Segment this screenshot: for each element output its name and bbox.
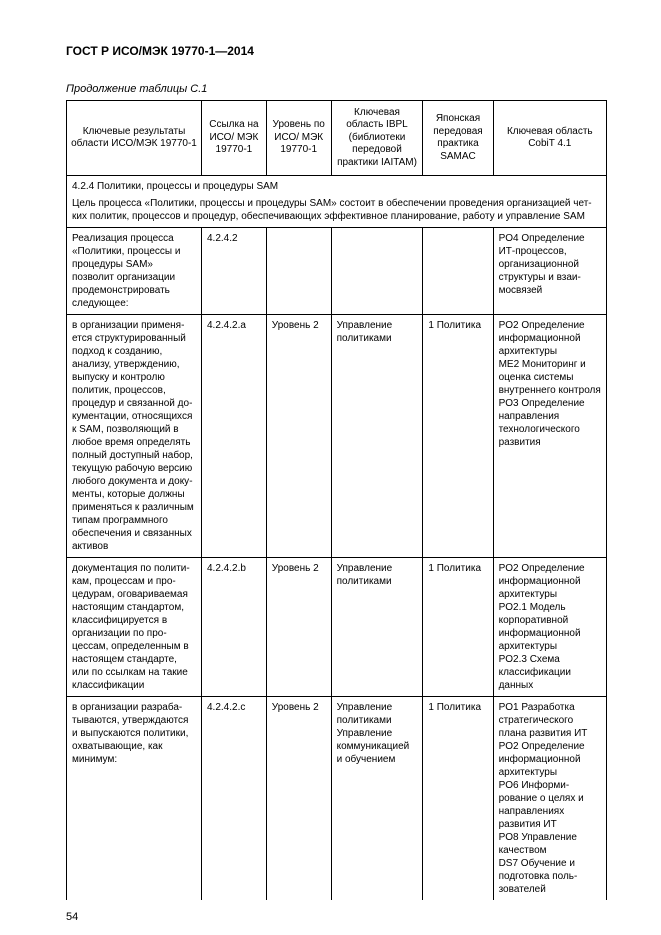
cell-c3: Уровень 2 xyxy=(266,697,331,901)
cell-c6: PO2 Определение информационной архитекту… xyxy=(493,558,606,697)
cell-c5: 1 Политика xyxy=(423,558,493,697)
cell-c2: 4.2.4.2 xyxy=(202,228,267,315)
cell-c3: Уровень 2 xyxy=(266,315,331,558)
cell-c1: в организации разраба­тываются, утвержда… xyxy=(67,697,202,901)
section-desc: Цель процесса «Политики, процессы и проц… xyxy=(67,197,607,228)
standards-table: Ключевые результаты области ИСО/МЭК 1977… xyxy=(66,100,607,901)
col-h2: Ссылка на ИСО/ МЭК 19770-1 xyxy=(202,100,267,176)
cell-c6: PO1 Разработка стратегического плана раз… xyxy=(493,697,606,901)
col-h6: Ключевая область CobiT 4.1 xyxy=(493,100,606,176)
section-title-row: 4.2.4 Политики, процессы и процедуры SAM xyxy=(67,176,607,198)
cell-c6: PO2 Определение информационной архитекту… xyxy=(493,315,606,558)
col-h3: Уровень по ИСО/ МЭК 19770-1 xyxy=(266,100,331,176)
col-h4: Ключевая область IBPL (библиотеки передо… xyxy=(331,100,423,176)
col-h1: Ключевые результаты области ИСО/МЭК 1977… xyxy=(67,100,202,176)
cell-c2: 4.2.4.2.c xyxy=(202,697,267,901)
header-row: Ключевые результаты области ИСО/МЭК 1977… xyxy=(67,100,607,176)
cell-c1: в организации применя­ется структурирова… xyxy=(67,315,202,558)
cell-c6: PO4 Определение ИТ-процессов, организаци… xyxy=(493,228,606,315)
table-caption: Продолжение таблицы C.1 xyxy=(66,82,607,96)
table-row: в организации применя­ется структурирова… xyxy=(67,315,607,558)
doc-title: ГОСТ Р ИСО/МЭК 19770-1—2014 xyxy=(66,44,607,60)
table-row: документация по полити­кам, процессам и … xyxy=(67,558,607,697)
cell-c3 xyxy=(266,228,331,315)
table-row: Реализация процесса «Политики, процессы … xyxy=(67,228,607,315)
table-row: в организации разраба­тываются, утвержда… xyxy=(67,697,607,901)
cell-c1: документация по полити­кам, процессам и … xyxy=(67,558,202,697)
section-desc-row: Цель процесса «Политики, процессы и проц… xyxy=(67,197,607,228)
cell-c3: Уровень 2 xyxy=(266,558,331,697)
page-number: 54 xyxy=(66,910,607,924)
cell-c5 xyxy=(423,228,493,315)
cell-c4: Управление политикамиУправление коммуник… xyxy=(331,697,423,901)
col-h5: Японская передовая практика SAMAC xyxy=(423,100,493,176)
cell-c4: Управление политиками xyxy=(331,558,423,697)
cell-c5: 1 Политика xyxy=(423,315,493,558)
cell-c4: Управление политиками xyxy=(331,315,423,558)
section-title: 4.2.4 Политики, процессы и процедуры SAM xyxy=(67,176,607,198)
cell-c5: 1 Политика xyxy=(423,697,493,901)
cell-c4 xyxy=(331,228,423,315)
cell-c1: Реализация процесса «Политики, процессы … xyxy=(67,228,202,315)
cell-c2: 4.2.4.2.b xyxy=(202,558,267,697)
cell-c2: 4.2.4.2.a xyxy=(202,315,267,558)
